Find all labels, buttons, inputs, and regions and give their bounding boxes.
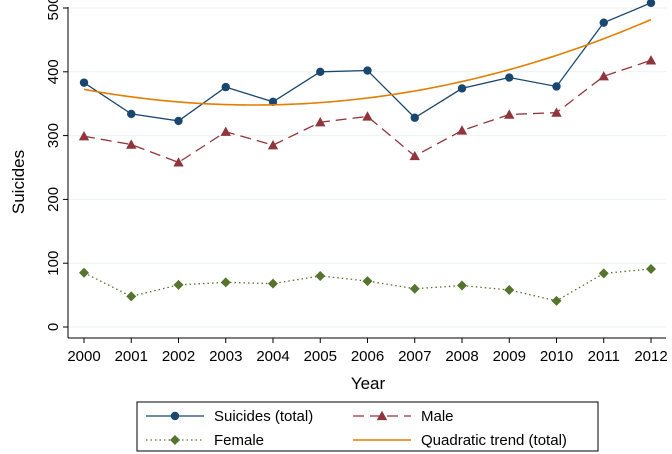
point-female-2009	[504, 284, 515, 295]
y-tick-label-100: 100	[45, 251, 62, 276]
point-female-2006	[362, 276, 373, 287]
point-female-2004	[268, 278, 278, 289]
legend-swatch-marker-suicides-total	[170, 411, 180, 421]
x-tick-label-2012: 2012	[634, 348, 667, 365]
series-quadratic-trend-total	[83, 18, 652, 106]
legend-item-suicides-total: Suicides (total)	[146, 408, 313, 425]
legend-swatch-marker-female	[170, 435, 180, 445]
legend: Suicides (total) Male Female Quadratic tren…	[136, 401, 599, 452]
x-axis-title: Year	[351, 374, 386, 393]
y-tick-label-400: 400	[45, 59, 62, 84]
point-female-2001	[126, 291, 137, 302]
y-tick-label-0: 0	[45, 323, 62, 331]
point-suicides-total-2000	[79, 78, 89, 87]
legend-item-quadratic-trend-total: Quadratic trend (total)	[353, 432, 567, 449]
point-female-2002	[173, 279, 184, 290]
x-tick-label-2008: 2008	[445, 348, 478, 365]
legend-label-male: Male	[421, 408, 454, 425]
point-male-2010	[551, 107, 562, 117]
axes: 0 100 200 300 400 500 2000 2001 2002 2003 2004 2005…	[45, 0, 668, 365]
point-male-2006	[362, 111, 373, 121]
point-male-2007	[409, 150, 420, 161]
point-suicides-total-2010	[552, 82, 561, 91]
series-female	[79, 263, 656, 306]
x-tick-label-2000: 2000	[67, 348, 100, 365]
point-male-2005	[315, 117, 326, 127]
point-suicides-total-2009	[505, 73, 514, 82]
legend-label-quadratic-trend-total: Quadratic trend (total)	[421, 432, 567, 449]
point-suicides-total-2005	[316, 67, 325, 77]
point-suicides-total-2007	[410, 113, 419, 122]
legend-label-female: Female	[214, 432, 264, 449]
legend-label-suicides-total: Suicides (total)	[214, 408, 313, 425]
point-suicides-total-2003	[221, 82, 230, 92]
series-line-quadratic-trend-total	[83, 18, 652, 106]
y-tick-label-300: 300	[45, 123, 62, 148]
x-tick-label-2001: 2001	[115, 348, 148, 365]
y-axis-title: Suicides	[9, 150, 28, 214]
point-male-2002	[173, 157, 184, 167]
series-suicides-total	[79, 0, 656, 126]
x-tick-label-2002: 2002	[162, 348, 195, 365]
point-female-2008	[457, 280, 467, 291]
point-suicides-total-2011	[599, 18, 608, 27]
point-suicides-total-2008	[457, 84, 467, 93]
x-tick-label-2009: 2009	[493, 348, 526, 365]
legend-swatch-marker-male	[376, 410, 388, 421]
point-male-2012	[645, 55, 657, 65]
point-suicides-total-2004	[268, 97, 278, 106]
series-male	[78, 55, 657, 167]
series-layer	[78, 0, 657, 306]
x-tick-label-2006: 2006	[351, 348, 384, 365]
legend-box	[136, 401, 599, 452]
point-male-2001	[126, 139, 137, 149]
legend-item-male: Male	[353, 408, 454, 425]
point-female-2012	[646, 263, 656, 274]
point-male-2000	[78, 131, 90, 141]
point-male-2009	[504, 109, 515, 119]
x-tick-label-2011: 2011	[588, 348, 620, 365]
point-female-2010	[551, 295, 562, 306]
point-suicides-total-2001	[127, 109, 136, 119]
point-female-2005	[315, 270, 326, 281]
point-male-2011	[598, 71, 609, 81]
x-tick-label-2010: 2010	[540, 348, 573, 365]
x-tick-label-2003: 2003	[209, 348, 242, 365]
point-female-2003	[220, 277, 231, 288]
x-tick-label-2005: 2005	[304, 348, 337, 365]
point-male-2004	[267, 139, 279, 150]
point-male-2003	[220, 126, 231, 136]
point-suicides-total-2012	[646, 0, 656, 8]
point-suicides-total-2006	[363, 66, 372, 75]
x-tick-label-2004: 2004	[256, 348, 289, 365]
point-female-2011	[598, 268, 609, 279]
x-tick-label-2007: 2007	[398, 348, 431, 365]
point-female-2000	[79, 267, 89, 278]
y-tick-label-500: 500	[45, 0, 62, 21]
legend-item-female: Female	[146, 432, 264, 449]
y-tick-label-200: 200	[45, 187, 62, 212]
point-male-2008	[456, 125, 468, 135]
point-suicides-total-2002	[174, 116, 183, 126]
plot-region	[68, 8, 666, 338]
point-female-2007	[409, 283, 420, 294]
